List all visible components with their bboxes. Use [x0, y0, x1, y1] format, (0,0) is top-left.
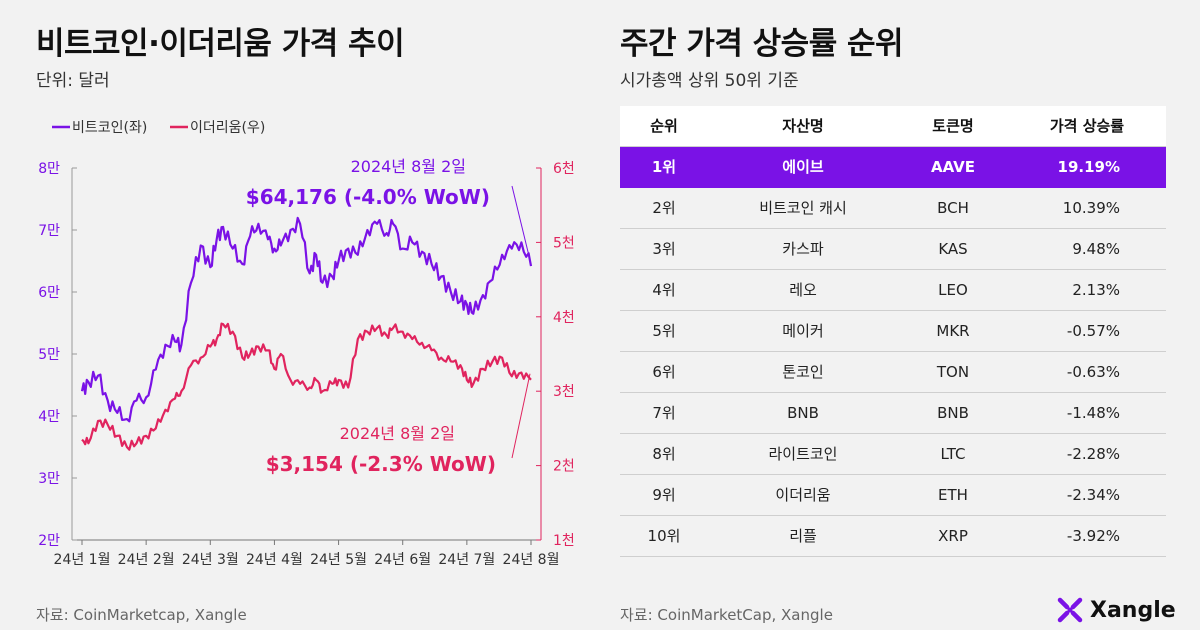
logo-text: Xangle — [1090, 597, 1176, 623]
price-line-chart: 비트코인(좌) 이더리움(우) 2만 3만 4만 5만 6만 7만 8만 1천 2천 3천 4천 5… — [38, 120, 575, 568]
y-left-tick-label: 4만 — [38, 409, 60, 425]
annotation-date: 2024년 8월 2일 — [351, 157, 466, 176]
cell-asset: 이더리움 — [708, 474, 898, 516]
cell-rank: 3위 — [620, 228, 708, 270]
y-right-tick-label: 2천 — [553, 459, 575, 475]
annotation-leader-line — [511, 185, 531, 261]
cell-asset: 에이브 — [708, 146, 898, 188]
chart-title: 비트코인·이더리움 가격 추이 — [36, 26, 405, 62]
table-row: 10위 리플 XRP -3.92% — [620, 515, 1166, 557]
x-tick-label: 24년 6월 — [374, 552, 431, 568]
cell-change: -2.28% — [1008, 433, 1166, 475]
table-row: 7위 BNB BNB -1.48% — [620, 392, 1166, 434]
chart-unit-label: 단위: 달러 — [36, 71, 110, 91]
cell-asset: 비트코인 캐시 — [708, 187, 898, 229]
col-header-token: 토큰명 — [898, 106, 1008, 147]
cell-token: KAS — [898, 228, 1008, 270]
x-tick-label: 24년 3월 — [182, 552, 239, 568]
ranking-table: 순위 자산명 토큰명 가격 상승률 1위 에이브 AAVE 19.19% 2위 비트코인 … — [620, 106, 1166, 557]
table-row: 2위 비트코인 캐시 BCH 10.39% — [620, 187, 1166, 229]
y-left-tick-label: 8만 — [38, 161, 60, 177]
table-row: 9위 이더리움 ETH -2.34% — [620, 474, 1166, 516]
xangle-logo: Xangle — [1056, 596, 1176, 624]
cell-rank: 4위 — [620, 269, 708, 311]
y-right-tick-label: 4천 — [553, 310, 575, 326]
table-row: 3위 카스파 KAS 9.48% — [620, 228, 1166, 270]
cell-asset: BNB — [708, 392, 898, 434]
cell-token: TON — [898, 351, 1008, 393]
table-row: 6위 톤코인 TON -0.63% — [620, 351, 1166, 393]
cell-change: 19.19% — [1008, 146, 1166, 188]
annotation-leader-line — [511, 373, 531, 459]
table-row: 8위 라이트코인 LTC -2.28% — [620, 433, 1166, 475]
y-left-tick-label: 7만 — [38, 223, 60, 239]
x-tick-label: 24년 4월 — [246, 552, 303, 568]
cell-token: AAVE — [898, 146, 1008, 188]
cell-rank: 2위 — [620, 187, 708, 229]
right-source-note: 자료: CoinMarketCap, Xangle — [620, 606, 833, 624]
x-tick-label: 24년 2월 — [118, 552, 175, 568]
btc-price-line — [80, 216, 533, 423]
eth-price-line — [81, 322, 532, 451]
y-left-tick-label: 3만 — [38, 471, 60, 487]
cell-change: 10.39% — [1008, 187, 1166, 229]
annotation-value: $3,154 (-2.3% WoW) — [266, 452, 496, 476]
cell-asset: 라이트코인 — [708, 433, 898, 475]
cell-token: BCH — [898, 187, 1008, 229]
cell-rank: 8위 — [620, 433, 708, 475]
legend-btc-label: 비트코인(좌) — [72, 120, 147, 136]
cell-asset: 리플 — [708, 515, 898, 557]
y-right-tick-label: 6천 — [553, 161, 575, 177]
y-left-tick-label: 5만 — [38, 347, 60, 363]
cell-change: -3.92% — [1008, 515, 1166, 557]
y-right-tick-label: 3천 — [553, 384, 575, 400]
cell-rank: 1위 — [620, 146, 708, 188]
legend-eth-label: 이더리움(우) — [190, 120, 265, 136]
y-left-tick-label: 6만 — [38, 285, 60, 301]
annotation-date: 2024년 8월 2일 — [340, 424, 455, 443]
x-tick-label: 24년 1월 — [54, 552, 111, 568]
cell-token: LEO — [898, 269, 1008, 311]
left-source-note: 자료: CoinMarketcap, Xangle — [36, 606, 247, 624]
annotation-value: $64,176 (-4.0% WoW) — [246, 185, 490, 209]
table-row: 4위 레오 LEO 2.13% — [620, 269, 1166, 311]
x-tick-label: 24년 7월 — [438, 552, 495, 568]
cell-rank: 10위 — [620, 515, 708, 557]
cell-asset: 메이커 — [708, 310, 898, 352]
y-left-tick-label: 2만 — [38, 533, 60, 549]
y-right-tick-label: 1천 — [553, 533, 575, 549]
cell-asset: 카스파 — [708, 228, 898, 270]
cell-rank: 5위 — [620, 310, 708, 352]
cell-change: -2.34% — [1008, 474, 1166, 516]
cell-asset: 톤코인 — [708, 351, 898, 393]
cell-token: ETH — [898, 474, 1008, 516]
col-header-rank: 순위 — [620, 106, 708, 147]
cell-token: BNB — [898, 392, 1008, 434]
table-row: 5위 메이커 MKR -0.57% — [620, 310, 1166, 352]
cell-change: 2.13% — [1008, 269, 1166, 311]
cell-change: -0.57% — [1008, 310, 1166, 352]
cell-asset: 레오 — [708, 269, 898, 311]
col-header-change: 가격 상승률 — [1008, 106, 1166, 147]
cell-token: LTC — [898, 433, 1008, 475]
cell-rank: 7위 — [620, 392, 708, 434]
cell-rank: 6위 — [620, 351, 708, 393]
cell-rank: 9위 — [620, 474, 708, 516]
cell-token: XRP — [898, 515, 1008, 557]
cell-change: 9.48% — [1008, 228, 1166, 270]
table-row: 1위 에이브 AAVE 19.19% — [620, 146, 1166, 188]
table-title: 주간 가격 상승률 순위 — [620, 26, 904, 62]
x-tick-label: 24년 5월 — [310, 552, 367, 568]
table-header-row: 순위 자산명 토큰명 가격 상승률 — [620, 106, 1166, 147]
cell-token: MKR — [898, 310, 1008, 352]
cell-change: -1.48% — [1008, 392, 1166, 434]
cell-change: -0.63% — [1008, 351, 1166, 393]
table-subtitle: 시가총액 상위 50위 기준 — [620, 71, 799, 91]
y-right-tick-label: 5천 — [553, 235, 575, 251]
xangle-x-icon — [1057, 597, 1083, 623]
col-header-asset: 자산명 — [708, 106, 898, 147]
x-tick-label: 24년 8월 — [503, 552, 560, 568]
